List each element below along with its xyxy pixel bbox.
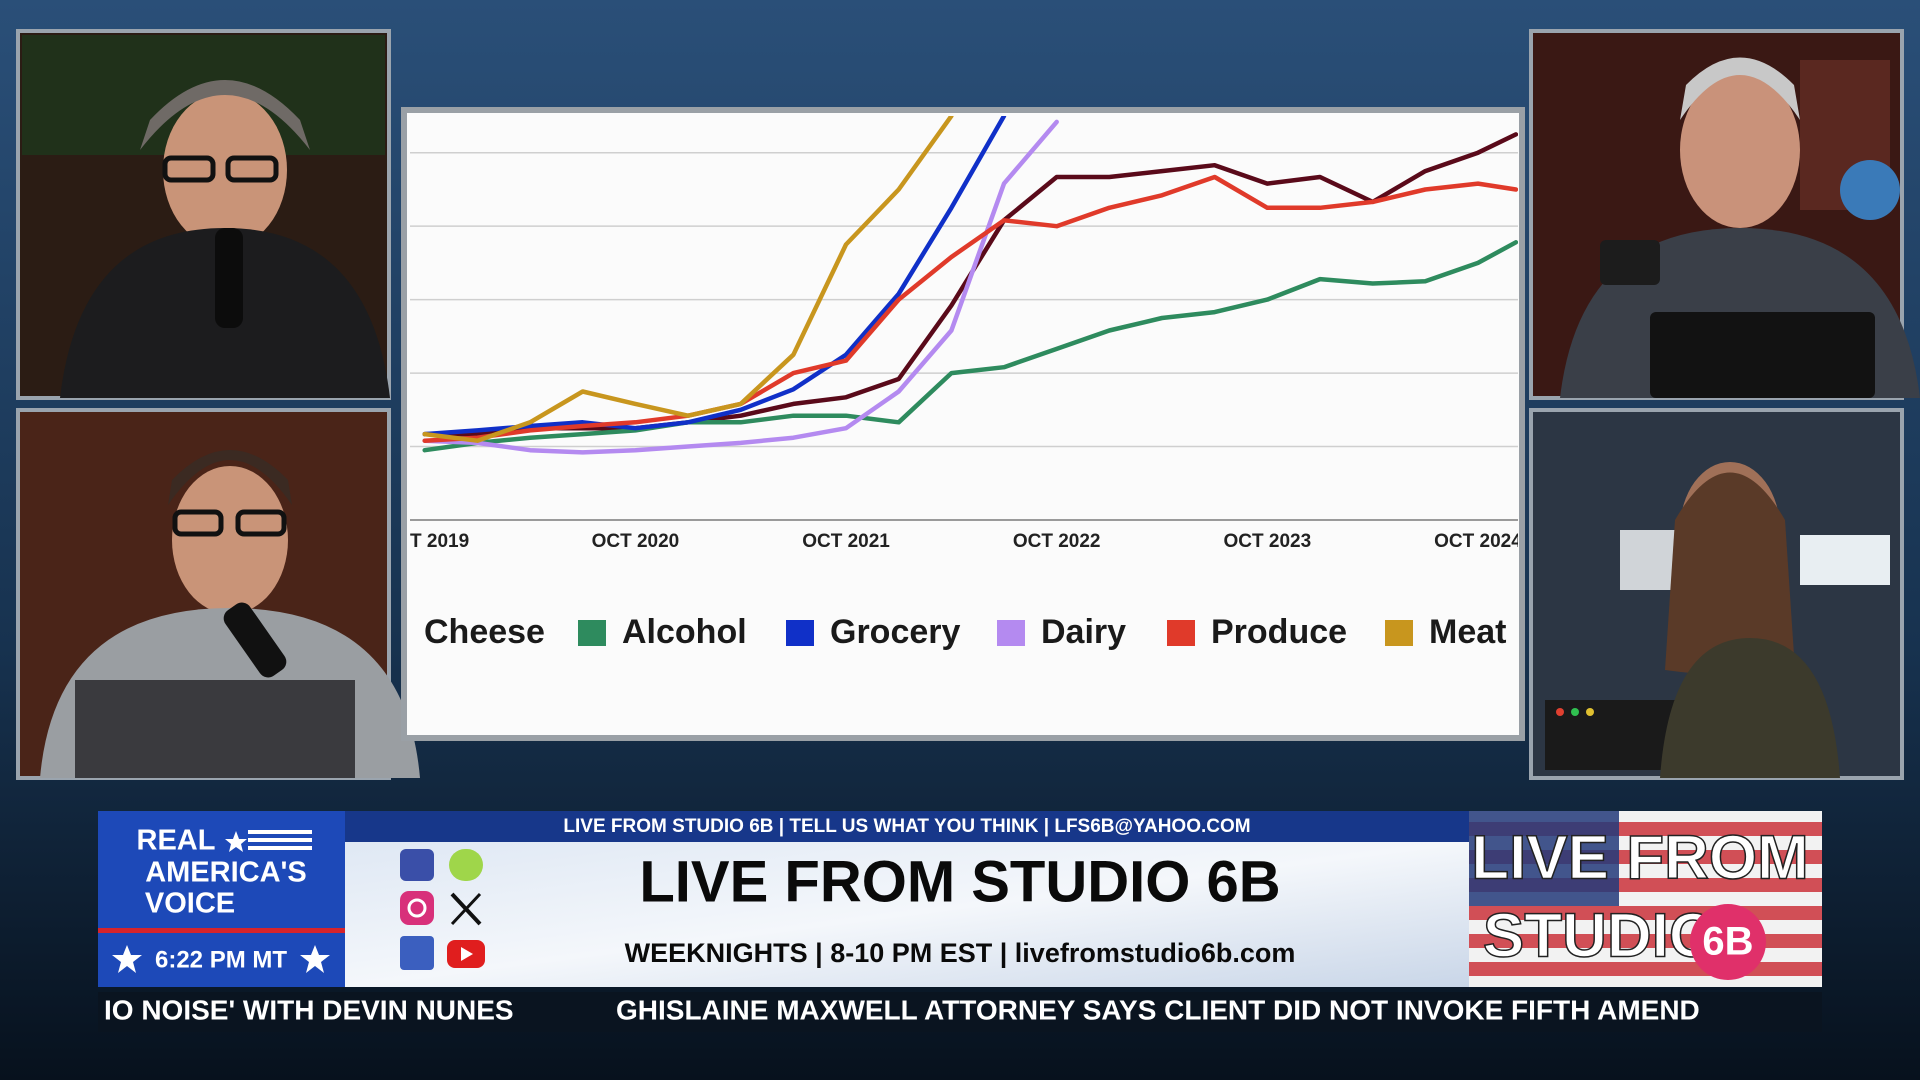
video-feed-host-1 — [16, 29, 391, 400]
facebook-icon — [400, 936, 434, 970]
ticker-bar — [98, 992, 1822, 1032]
series-line — [422, 174, 1518, 443]
show-title: LIVE FROM STUDIO 6B — [639, 849, 1280, 914]
show-logo-line: STUDIO — [1483, 901, 1717, 970]
legend-label: Meat — [1429, 613, 1506, 651]
star — [112, 945, 142, 973]
x-tick-label: OCT 2021 — [802, 531, 890, 552]
star — [300, 945, 330, 973]
network-logo: REAL AMERICA'S VOICE 6:22 PM MT — [98, 811, 345, 987]
series-line — [422, 116, 954, 443]
show-logo-line: LIVE FROM — [1471, 823, 1809, 892]
x-tick-label: OCT 2024 — [1434, 531, 1522, 552]
legend-swatch — [1167, 620, 1195, 646]
x-tick-label: OCT 2023 — [1224, 531, 1312, 552]
clock: 6:22 PM MT — [155, 946, 287, 973]
network-logo-line: AMERICA'S — [145, 857, 307, 889]
legend: Cheese Alcohol Grocery Dairy Produce Meat — [424, 613, 1506, 651]
series-line — [422, 119, 1059, 455]
video-feed-host-3 — [1529, 29, 1920, 400]
show-logo-badge: 6B — [1702, 920, 1753, 964]
social-icons — [400, 849, 485, 970]
lower-third: LIVE FROM STUDIO 6B | TELL US WHAT YOU T… — [98, 811, 1822, 987]
plot-area — [410, 116, 1518, 521]
network-logo-line: REAL — [137, 825, 216, 857]
legend-swatch — [997, 620, 1025, 646]
x-tick-label: T 2019 — [410, 531, 469, 552]
info-strip: LIVE FROM STUDIO 6B | TELL US WHAT YOU T… — [563, 816, 1250, 837]
x-icon — [450, 892, 482, 926]
legend-swatch — [1385, 620, 1413, 646]
legend-label: Grocery — [830, 613, 960, 651]
series-line — [422, 240, 1518, 453]
truth-social-icon — [400, 849, 434, 881]
x-tick-label: OCT 2022 — [1013, 531, 1101, 552]
info-strip-bg — [345, 811, 1469, 842]
x-tick-label: OCT 2020 — [592, 531, 680, 552]
legend-label: Dairy — [1041, 613, 1126, 651]
schedule: WEEKNIGHTS | 8-10 PM EST | livefromstudi… — [625, 938, 1296, 968]
title-area — [345, 842, 1469, 987]
legend-label: Cheese — [424, 613, 545, 651]
logo-flag — [225, 830, 312, 852]
rumble-icon — [449, 849, 483, 881]
x-axis: T 2019 OCT 2020 OCT 2021 OCT 2022 OCT 2023 OC… — [410, 531, 1522, 552]
legend-swatch — [578, 620, 606, 646]
legend-swatch — [786, 620, 814, 646]
legend-label: Produce — [1211, 613, 1347, 651]
show-logo: LIVE FROM STUDIO 6B — [1469, 811, 1822, 987]
instagram-icon — [400, 891, 434, 925]
ticker-headline: IO NOISE' WITH DEVIN NUNES — [104, 994, 514, 1025]
ticker: IO NOISE' WITH DEVIN NUNES GHISLAINE MAX… — [104, 994, 1700, 1025]
video-feed-host-2 — [16, 408, 420, 780]
ticker-headline: GHISLAINE MAXWELL ATTORNEY SAYS CLIENT D… — [616, 994, 1700, 1025]
network-logo-line: VOICE — [145, 888, 235, 920]
video-feed-producer — [1529, 408, 1904, 780]
legend-label: Alcohol — [622, 613, 747, 651]
